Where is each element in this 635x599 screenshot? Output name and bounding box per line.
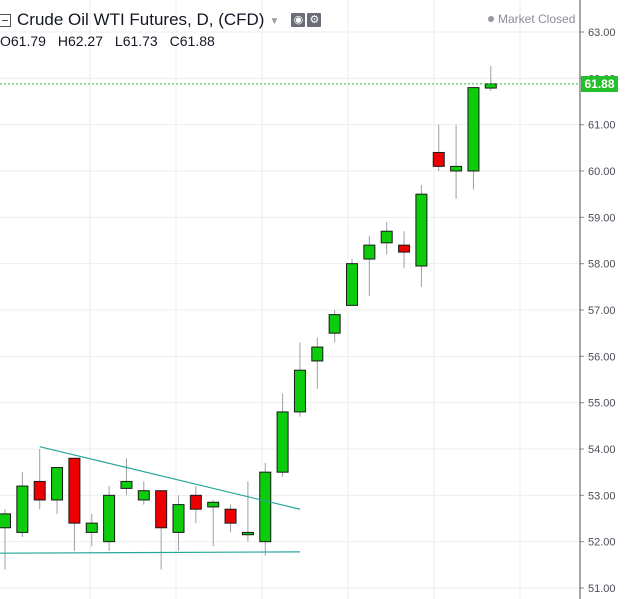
chevron-down-icon[interactable]: ▼ (269, 15, 280, 27)
candle-up (467, 87, 480, 172)
candle-down (68, 457, 81, 524)
candle-bodies (0, 83, 497, 543)
open-value: 61.79 (10, 33, 46, 49)
y-tick-label: 53.00 (588, 490, 616, 502)
y-tick-label: 59.00 (588, 212, 616, 224)
y-tick-label: 51.00 (588, 583, 616, 595)
candle-up (85, 522, 98, 533)
candle-down (398, 244, 411, 253)
candle-up (484, 83, 497, 89)
close-value: 61.88 (179, 33, 215, 49)
eye-icon[interactable]: ◉ (291, 13, 306, 27)
y-tick-label: 58.00 (588, 259, 616, 271)
candle-up (363, 244, 376, 260)
collapse-icon[interactable] (0, 13, 11, 27)
candle-up (0, 513, 11, 529)
status-dot-icon (488, 16, 494, 22)
y-tick-label: 56.00 (588, 351, 616, 363)
low-value: 61.73 (122, 33, 158, 49)
candle-down (224, 508, 237, 524)
market-status-label: Market Closed (498, 12, 576, 26)
candle-up (207, 501, 220, 508)
y-tick-label: 52.00 (588, 537, 616, 549)
open-label: O (0, 33, 11, 49)
y-tick-label: 55.00 (588, 398, 616, 410)
candle-up (380, 230, 393, 244)
trendline (0, 551, 300, 554)
last-price-tag: 61.88 (581, 75, 618, 92)
candle-up (276, 411, 289, 473)
candle-up (328, 314, 341, 334)
candle-up (103, 494, 116, 543)
candle-up (172, 504, 185, 533)
high-value: 62.27 (67, 33, 103, 49)
candle-up (293, 369, 306, 413)
ohlc-readout: O61.79 H62.27 L61.73 C61.88 (0, 33, 215, 49)
candle-up (16, 485, 29, 533)
gear-icon[interactable]: ⚙ (307, 13, 322, 27)
candle-up (120, 480, 133, 489)
candle-up (346, 263, 358, 306)
close-label: C (169, 33, 180, 49)
trendline (39, 446, 301, 510)
candle-up (51, 467, 64, 501)
candle-down (155, 490, 168, 529)
y-tick-label: 57.00 (588, 305, 616, 317)
candle-up (137, 490, 150, 501)
candle-down (189, 494, 202, 510)
symbol-title[interactable]: Crude Oil WTI Futures, D, (CFD) (17, 10, 265, 29)
market-status: Market Closed (488, 12, 575, 26)
candle-up (259, 471, 272, 543)
candle-up (450, 165, 463, 172)
low-label: L (114, 33, 123, 49)
candle-up (311, 346, 324, 362)
trendlines (0, 446, 301, 554)
chart-grid (0, 0, 580, 599)
y-tick-label: 54.00 (588, 444, 616, 456)
y-tick-label: 60.00 (588, 166, 616, 178)
y-tick-label: 63.00 (588, 27, 616, 39)
candle-up (241, 531, 254, 536)
high-label: H (57, 33, 68, 49)
candle-down (432, 151, 445, 167)
candle-up (415, 193, 428, 267)
chart-header: Crude Oil WTI Futures, D, (CFD) ▼ ◉ ⚙ (0, 8, 322, 32)
candle-down (33, 480, 46, 501)
y-tick-label: 61.00 (588, 120, 616, 132)
